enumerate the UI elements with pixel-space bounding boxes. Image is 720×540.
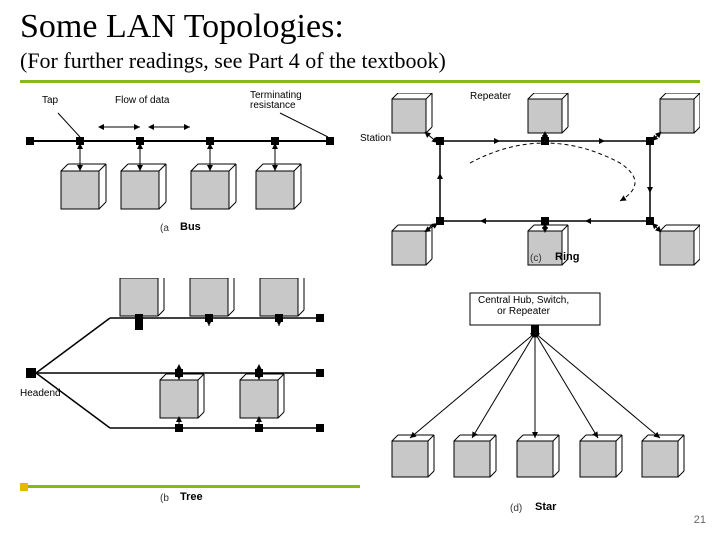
tree-diagram [20, 278, 350, 488]
star-diagram [360, 283, 700, 513]
ring-repeater-label: Repeater [470, 91, 511, 102]
bus-tap-label: Tap [42, 95, 58, 106]
bus-caption: Bus [180, 221, 201, 233]
tree-headend-label: Headend [20, 388, 61, 399]
tree-caption: Tree [180, 491, 203, 503]
ring-caption: Ring [555, 251, 579, 263]
bus-flow-label: Flow of data [115, 95, 169, 106]
star-hub-label: Central Hub, Switch, or Repeater [478, 295, 569, 317]
star-marker: (d) [510, 503, 522, 514]
ring-station-label: Station [360, 133, 391, 144]
page-number: 21 [694, 514, 706, 526]
bus-term-label: Terminating resistance [250, 91, 302, 111]
page-title: Some LAN Topologies: [20, 8, 700, 46]
accent-square [20, 483, 28, 491]
star-caption: Star [535, 501, 556, 513]
tree-marker: (b [160, 493, 169, 504]
accent-line [20, 485, 360, 488]
ring-marker: (c) [530, 253, 542, 264]
diagram-area: Tap Flow of data Terminating resistance … [20, 93, 700, 523]
bus-marker: (a [160, 223, 169, 234]
ring-diagram [360, 93, 700, 273]
page-subtitle: (For further readings, see Part 4 of the… [20, 48, 700, 83]
